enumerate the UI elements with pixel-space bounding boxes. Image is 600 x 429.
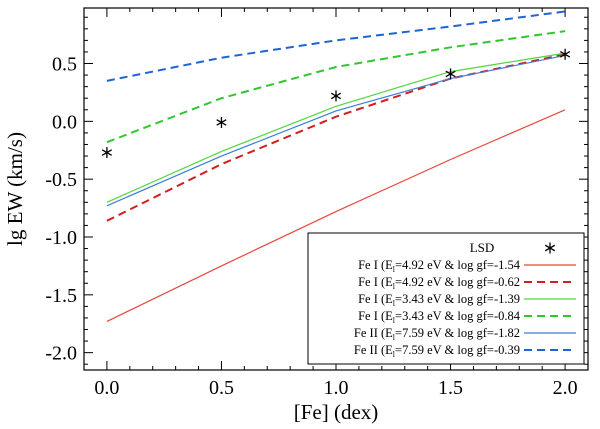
axis-ticks [84, 8, 588, 370]
y-tick-label: 0.5 [52, 54, 77, 76]
series-line-2 [106, 53, 566, 222]
lsd-point-stroke [101, 149, 112, 156]
lsd-point [101, 147, 112, 159]
x-tick-label: 1.5 [438, 377, 463, 399]
legend-entry-label: Fe I (El=3.43 eV & log gf=-1.39 [358, 292, 520, 308]
lsd-point [216, 116, 227, 128]
series-line-4 [106, 30, 566, 144]
y-tick-label: 0.0 [52, 111, 77, 133]
legend-entry-label: Fe II (El=7.59 eV & log gf=-1.82 [354, 326, 520, 342]
tick-labels: 0.0 0.5 1.0 1.5 2.0 -2.0 -1.5 -1.0 -0.5 0.0 0.5 [45, 54, 577, 399]
y-tick-label: -0.5 [45, 169, 77, 191]
series-line-3 [106, 52, 566, 203]
lsd-point [330, 90, 342, 102]
x-tick-label: 1.0 [324, 377, 349, 399]
series-line-6 [106, 10, 566, 82]
x-tick-label: 0.5 [209, 377, 234, 399]
y-tick-label: -1.0 [45, 227, 77, 249]
x-tick-label: 0.0 [94, 377, 119, 399]
lsd-point [560, 48, 571, 60]
legend-lsd-label: LSD [470, 240, 495, 255]
lsd-point-stroke [445, 70, 456, 78]
series-line-1 [106, 109, 566, 322]
plot-marks [101, 10, 571, 322]
lsd-point-stroke [216, 119, 227, 126]
legend-entry-label: Fe I (El=4.92 eV & log gf=-1.54 [358, 258, 521, 274]
series-line-5 [106, 54, 566, 207]
lsd-point [445, 68, 456, 80]
x-tick-label: 2.0 [553, 377, 578, 399]
lsd-point-stroke [560, 50, 571, 58]
y-axis-label: lg EW (km/s) [3, 132, 27, 246]
legend-lsd-marker [544, 242, 556, 254]
x-axis-label: [Fe] (dex) [294, 400, 379, 424]
legend-entry-label: Fe I (El=3.43 eV & log gf=-0.84 [358, 309, 521, 325]
y-tick-label: -2.0 [45, 343, 77, 365]
lsd-point-stroke [330, 92, 342, 100]
y-tick-label: -1.5 [45, 285, 77, 307]
legend-entry-label: Fe I (El=4.92 eV & log gf=-0.62 [358, 275, 520, 291]
legend-entry-label: Fe II (El=7.59 eV & log gf=-0.39 [354, 343, 520, 359]
lsd-point-stroke [544, 244, 556, 252]
